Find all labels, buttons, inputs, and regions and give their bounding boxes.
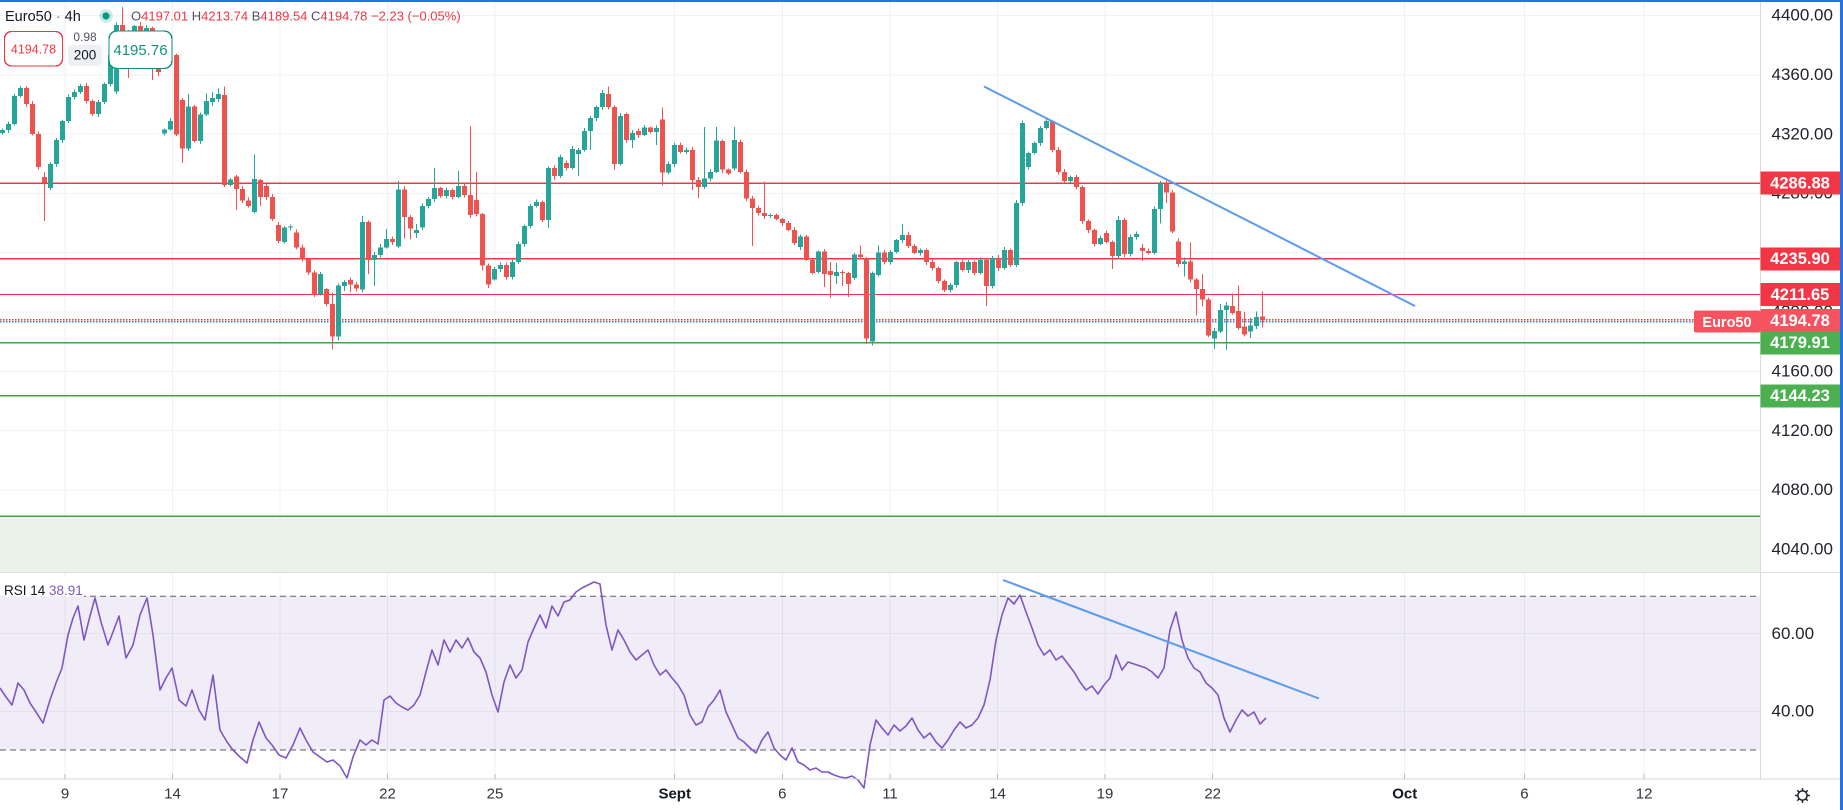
svg-text:17: 17 bbox=[272, 786, 289, 803]
svg-text:4194.78: 4194.78 bbox=[1770, 312, 1830, 330]
svg-text:19: 19 bbox=[1097, 786, 1114, 803]
svg-text:4194.78: 4194.78 bbox=[11, 43, 56, 57]
svg-text:RSI 14 38.91: RSI 14 38.91 bbox=[4, 583, 83, 598]
svg-text:9: 9 bbox=[61, 786, 69, 803]
svg-text:Euro50: Euro50 bbox=[1702, 315, 1751, 331]
svg-text:4211.65: 4211.65 bbox=[1771, 286, 1830, 304]
svg-text:4160.00: 4160.00 bbox=[1772, 362, 1833, 381]
svg-text:4144.23: 4144.23 bbox=[1770, 387, 1830, 405]
svg-text:25: 25 bbox=[487, 786, 504, 803]
svg-text:0.98: 0.98 bbox=[73, 30, 97, 44]
svg-text:4235.90: 4235.90 bbox=[1770, 250, 1830, 268]
svg-text:4179.91: 4179.91 bbox=[1770, 334, 1830, 352]
svg-text:22: 22 bbox=[1204, 786, 1221, 803]
svg-text:4320.00: 4320.00 bbox=[1772, 124, 1833, 143]
svg-text:14: 14 bbox=[989, 786, 1006, 803]
svg-text:4195.76: 4195.76 bbox=[113, 42, 167, 59]
svg-text:4360.00: 4360.00 bbox=[1772, 65, 1833, 84]
svg-text:60.00: 60.00 bbox=[1772, 624, 1815, 643]
svg-text:4080.00: 4080.00 bbox=[1772, 480, 1833, 499]
svg-text:Oct: Oct bbox=[1392, 786, 1417, 803]
svg-text:6: 6 bbox=[1520, 786, 1528, 803]
svg-text:6: 6 bbox=[778, 786, 786, 803]
svg-text:40.00: 40.00 bbox=[1772, 702, 1815, 721]
svg-text:Euro50 · 4h: Euro50 · 4h bbox=[5, 9, 81, 25]
svg-text:Sept: Sept bbox=[658, 786, 691, 803]
svg-text:11: 11 bbox=[882, 786, 898, 803]
svg-text:4286.88: 4286.88 bbox=[1770, 175, 1830, 193]
svg-text:4120.00: 4120.00 bbox=[1772, 421, 1833, 440]
svg-text:12: 12 bbox=[1636, 786, 1653, 803]
svg-text:22: 22 bbox=[379, 786, 396, 803]
svg-text:4400.00: 4400.00 bbox=[1772, 6, 1833, 25]
svg-text:14: 14 bbox=[164, 786, 181, 803]
svg-text:O4197.01 H4213.74 B4189.54 C41: O4197.01 H4213.74 B4189.54 C4194.78 −2.2… bbox=[131, 9, 461, 24]
svg-text:200: 200 bbox=[74, 48, 97, 63]
svg-text:4040.00: 4040.00 bbox=[1772, 539, 1833, 558]
